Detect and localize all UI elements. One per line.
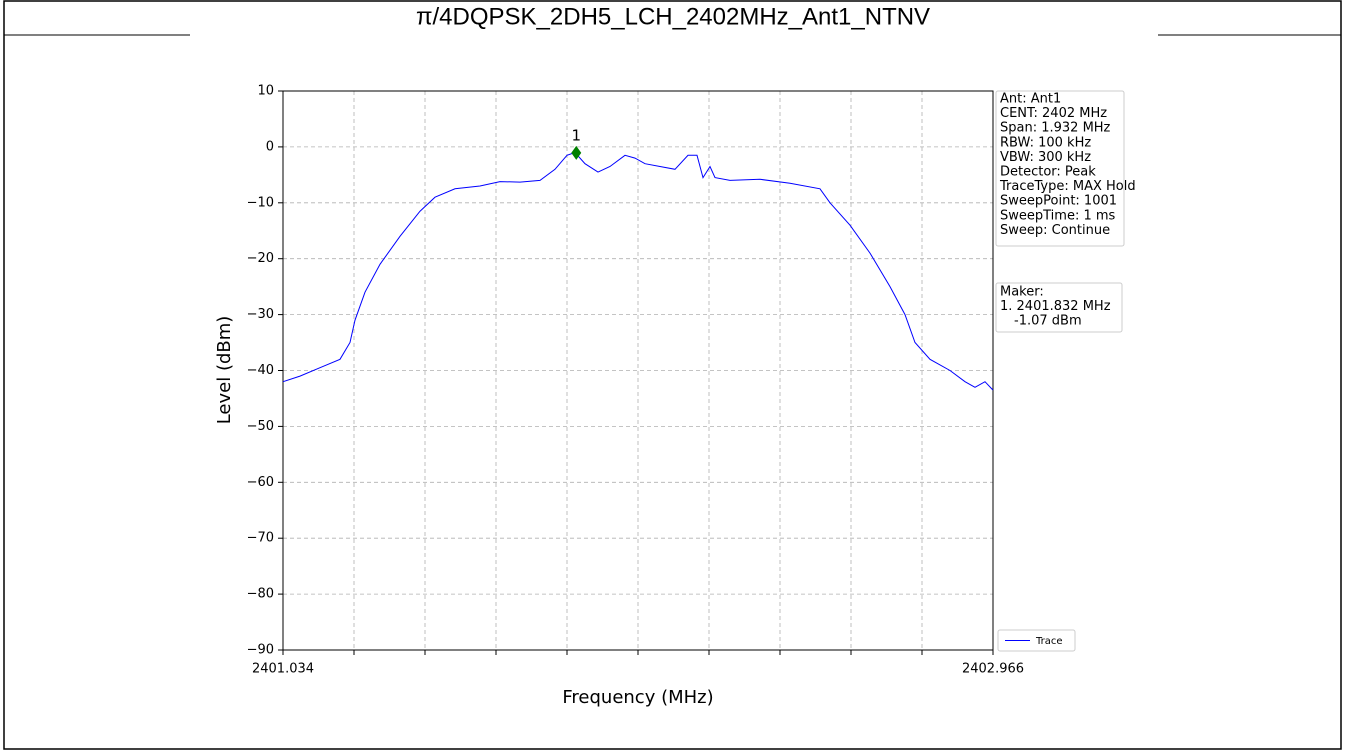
info-line: SweepPoint: 1001	[1000, 194, 1117, 209]
info-line: SweepTime: 1 ms	[1000, 208, 1116, 223]
y-tick-label: −30	[247, 307, 274, 322]
chart-title: π/4DQPSK_2DH5_LCH_2402MHz_Ant1_NTNV	[416, 3, 930, 30]
info-line: Sweep: Continue	[1000, 223, 1110, 238]
y-tick-label: −20	[247, 251, 274, 266]
marker-label: 1	[571, 126, 581, 144]
y-tick-label: −50	[247, 419, 274, 434]
y-tick-label: −60	[247, 475, 274, 490]
marker	[571, 145, 582, 160]
y-tick-label: −90	[247, 643, 274, 658]
info-line: Ant: Ant1	[1000, 92, 1061, 107]
y-tick-label: −10	[247, 195, 274, 210]
info-line: Detector: Peak	[1000, 165, 1096, 180]
info-line: CENT: 2402 MHz	[1000, 106, 1107, 121]
frame	[3, 0, 1342, 750]
y-axis-label: Level (dBm)	[214, 316, 235, 425]
info-box	[995, 90, 1125, 247]
y-tick-label: −80	[247, 587, 274, 602]
y-tick-label: −70	[247, 531, 274, 546]
info-line: Span: 1.932 MHz	[1000, 121, 1111, 136]
legend-box	[997, 629, 1076, 652]
y-tick-label: 10	[257, 84, 274, 99]
plot-area	[282, 90, 994, 651]
trace-line	[282, 151, 994, 391]
x-axis-label: Frequency (MHz)	[562, 687, 713, 708]
marker-line: Maker:	[1000, 285, 1044, 300]
info-line: RBW: 100 kHz	[1000, 135, 1091, 150]
marker-line: -1.07 dBm	[1014, 314, 1082, 329]
x-tick-label: 2402.966	[962, 662, 1024, 677]
marker-line: 1. 2401.832 MHz	[1000, 299, 1111, 314]
info-line: VBW: 300 kHz	[1000, 150, 1091, 165]
y-tick-label: −40	[247, 363, 274, 378]
info-line: TraceType: MAX Hold	[999, 179, 1136, 194]
y-tick-label: 0	[266, 139, 274, 154]
marker-box	[995, 282, 1123, 333]
x-tick-label: 2401.034	[252, 662, 314, 677]
legend-label: Trace	[1035, 636, 1063, 647]
